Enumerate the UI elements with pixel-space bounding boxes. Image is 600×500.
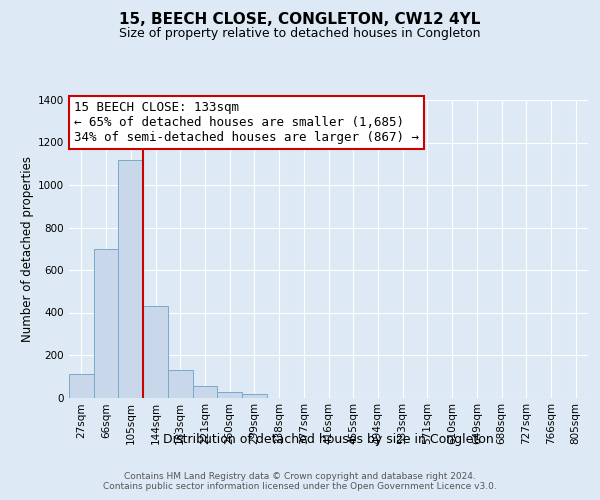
Bar (118, 160, 143, 398)
Bar (168, 370, 193, 398)
Text: 15 BEECH CLOSE: 133sqm
← 65% of detached houses are smaller (1,685)
34% of semi-: 15 BEECH CLOSE: 133sqm ← 65% of detached… (74, 102, 419, 144)
Bar (69, 374, 94, 398)
Bar (94, 249, 118, 398)
Y-axis label: Number of detached properties: Number of detached properties (21, 156, 34, 342)
Bar (217, 392, 242, 398)
Bar (143, 306, 168, 398)
Text: Size of property relative to detached houses in Congleton: Size of property relative to detached ho… (119, 28, 481, 40)
Text: Distribution of detached houses by size in Congleton: Distribution of detached houses by size … (163, 432, 494, 446)
Text: 15, BEECH CLOSE, CONGLETON, CW12 4YL: 15, BEECH CLOSE, CONGLETON, CW12 4YL (119, 12, 481, 28)
Bar (193, 386, 217, 398)
Text: Contains public sector information licensed under the Open Government Licence v3: Contains public sector information licen… (103, 482, 497, 491)
Text: Contains HM Land Registry data © Crown copyright and database right 2024.: Contains HM Land Registry data © Crown c… (124, 472, 476, 481)
Bar (242, 394, 267, 398)
